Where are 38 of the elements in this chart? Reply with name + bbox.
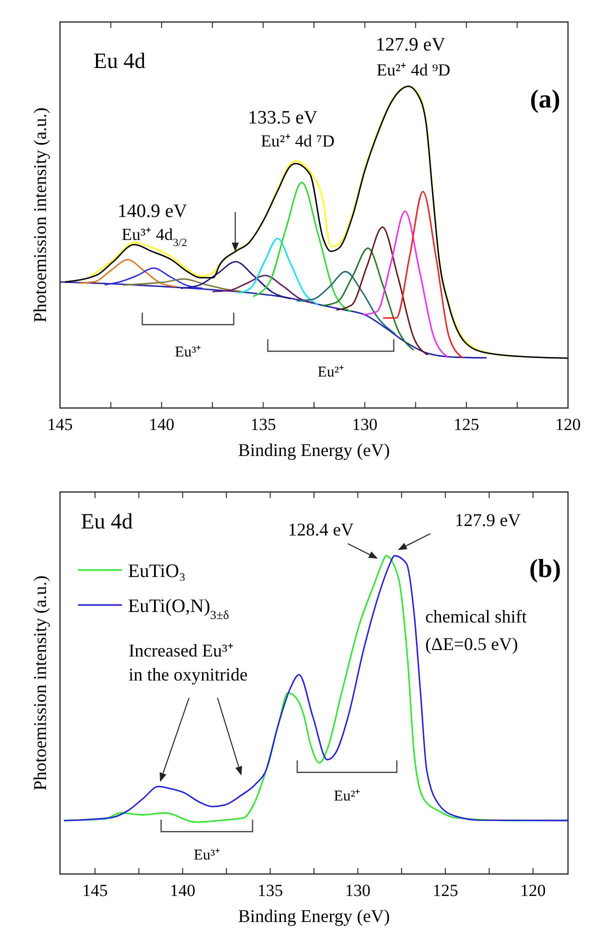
x-axis-title: Binding Energy (eV) (238, 906, 390, 926)
text: 127.9 eV (454, 510, 521, 530)
x-tick-label: 130 (352, 415, 378, 434)
y-axis-title: Photoemission intensity (a.u.) (30, 576, 50, 790)
annotation: 133.5 eV (248, 108, 318, 129)
annotation: in the oxynitride (128, 664, 248, 685)
annotation: (b) (529, 554, 562, 583)
annotation: Eu³⁺ (194, 848, 220, 864)
x-tick-label: 135 (250, 415, 276, 434)
annotation: Eu²⁺ (334, 788, 360, 804)
x-axis-title: Binding Energy (eV) (238, 440, 390, 460)
annotation: Eu²⁺ 4d ⁷D (260, 132, 335, 151)
annotation: Eu²⁺ (318, 364, 344, 380)
annotation: (a) (530, 84, 560, 114)
annotation: 128.4 eV (288, 520, 354, 540)
annotation: (ΔE=0.5 eV) (425, 634, 518, 654)
x-tick-label: 140 (170, 881, 196, 900)
x-tick-label: 120 (555, 415, 581, 434)
x-tick-label: 145 (82, 881, 108, 900)
x-tick-label: 145 (47, 415, 73, 434)
text: Eu 4d (80, 508, 133, 534)
x-tick-label: 140 (148, 415, 174, 434)
annotation: Eu³⁺ 4d$_{3/2}$ (122, 224, 187, 249)
x-tick-label: 125 (432, 881, 458, 900)
y-axis-title: Photoemission intensity (a.u.) (30, 108, 50, 322)
annotation: 127.9 eV (376, 34, 446, 56)
annotation: Eu²⁺ 4d ⁹D (376, 60, 450, 80)
text: Eu 4d (94, 48, 146, 73)
annotation: Eu³⁺ (174, 344, 202, 361)
legend-label: EuTi(O,N)$_{3±δ}$ (128, 596, 230, 622)
annotation: Increased Eu³⁺ (128, 640, 234, 660)
x-tick-label: 125 (454, 415, 480, 434)
annotation: chemical shift (425, 606, 527, 627)
legend-label: EuTiO₃ (128, 561, 186, 582)
annotation: 140.9 eV (117, 200, 188, 222)
x-tick-label: 135 (257, 881, 283, 900)
x-tick-label: 130 (345, 881, 371, 900)
x-tick-label: 120 (520, 881, 546, 900)
